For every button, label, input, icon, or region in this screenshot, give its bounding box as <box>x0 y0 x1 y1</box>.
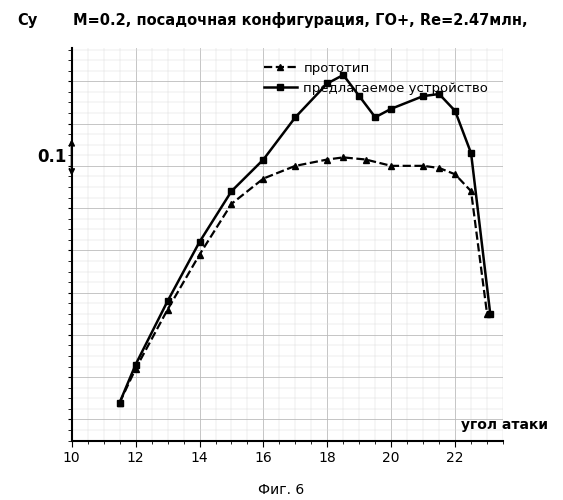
предлагаемое устройство <box>117 400 123 406</box>
прототип <box>292 163 299 169</box>
прототип <box>228 201 235 207</box>
прототип <box>388 163 395 169</box>
прототип <box>362 156 369 162</box>
предлагаемое устройство <box>388 106 395 112</box>
прототип <box>420 163 427 169</box>
предлагаемое устройство <box>452 108 458 114</box>
прототип <box>117 400 123 406</box>
предлагаемое устройство <box>468 150 475 156</box>
Text: Су: Су <box>17 12 37 28</box>
предлагаемое устройство <box>372 114 378 120</box>
прототип <box>260 176 267 182</box>
предлагаемое устройство <box>196 239 203 245</box>
прототип <box>164 306 171 312</box>
предлагаемое устройство <box>132 362 139 368</box>
предлагаемое устройство <box>340 72 347 78</box>
предлагаемое устройство <box>260 156 267 162</box>
предлагаемое устройство <box>292 114 299 120</box>
предлагаемое устройство <box>164 298 171 304</box>
Legend: прототип, предлагаемое устройство: прототип, предлагаемое устройство <box>260 58 492 100</box>
предлагаемое устройство <box>356 93 363 99</box>
прототип <box>452 172 458 177</box>
предлагаемое устройство <box>487 311 494 317</box>
прототип <box>324 156 330 162</box>
предлагаемое устройство <box>420 93 427 99</box>
прототип <box>340 154 347 160</box>
Line: предлагаемое устройство: предлагаемое устройство <box>116 72 494 406</box>
предлагаемое устройство <box>324 80 330 86</box>
прототип <box>468 188 475 194</box>
предлагаемое устройство <box>228 188 235 194</box>
Text: Фиг. 6: Фиг. 6 <box>258 484 305 498</box>
прототип <box>132 366 139 372</box>
Text: М=0.2, посадочная конфигурация, ГО+, Re=2.47млн,: М=0.2, посадочная конфигурация, ГО+, Re=… <box>73 12 528 28</box>
Text: угол атаки: угол атаки <box>462 418 548 432</box>
прототип <box>196 252 203 258</box>
прототип <box>484 311 490 317</box>
предлагаемое устройство <box>436 91 443 97</box>
Line: прототип: прототип <box>116 154 490 406</box>
прототип <box>436 165 443 171</box>
Text: 0.1: 0.1 <box>38 148 67 166</box>
